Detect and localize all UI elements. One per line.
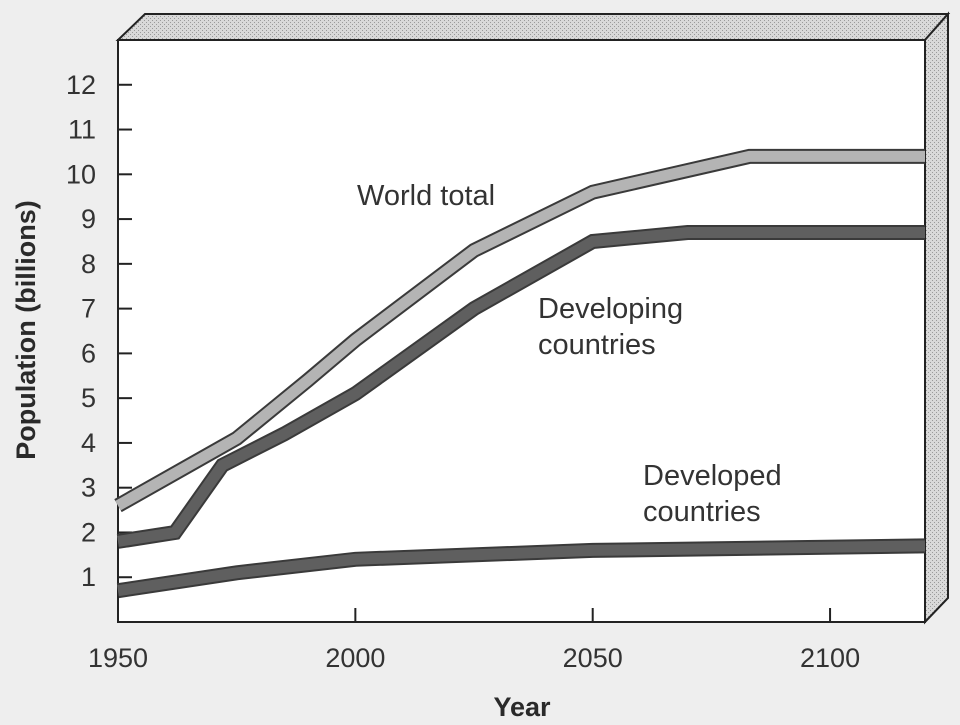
frame-top-face xyxy=(115,13,951,41)
developed-countries-label: Developed xyxy=(643,460,782,492)
y-axis-title: Population (billions) xyxy=(11,200,41,459)
y-tick-label: 5 xyxy=(81,383,96,413)
y-tick-label: 7 xyxy=(81,294,96,324)
x-tick-label: 2000 xyxy=(325,643,385,673)
series-lines xyxy=(114,148,926,599)
x-tick-label: 2100 xyxy=(800,643,860,673)
developing-countries-label: Developing xyxy=(538,293,683,325)
developing-countries-line xyxy=(117,227,925,547)
x-axis-title: Year xyxy=(493,692,551,720)
y-tick-label: 11 xyxy=(68,115,96,145)
y-tick-label: 1 xyxy=(81,562,96,592)
y-tick-label: 9 xyxy=(81,204,96,234)
world-total-label: World total xyxy=(357,180,495,212)
developed-countries-label: countries xyxy=(643,496,761,528)
developing-countries-label: countries xyxy=(538,329,656,361)
y-tick-label: 2 xyxy=(81,517,96,547)
frame-side-face xyxy=(924,11,949,625)
developed-countries-line xyxy=(117,540,926,597)
y-tick-label: 3 xyxy=(81,473,96,503)
series-labels: World total Developing countries Developed c… xyxy=(357,180,782,528)
y-tick-label: 10 xyxy=(66,159,96,189)
y-tick-label: 4 xyxy=(81,428,96,458)
y-tick-label: 8 xyxy=(81,249,96,279)
world-total-line xyxy=(115,150,925,511)
x-tick-label: 2050 xyxy=(563,643,623,673)
y-tick-label: 6 xyxy=(81,338,96,368)
x-tick-label: 1950 xyxy=(88,643,148,673)
y-tick-label: 12 xyxy=(66,70,96,100)
plot-area xyxy=(117,39,926,623)
